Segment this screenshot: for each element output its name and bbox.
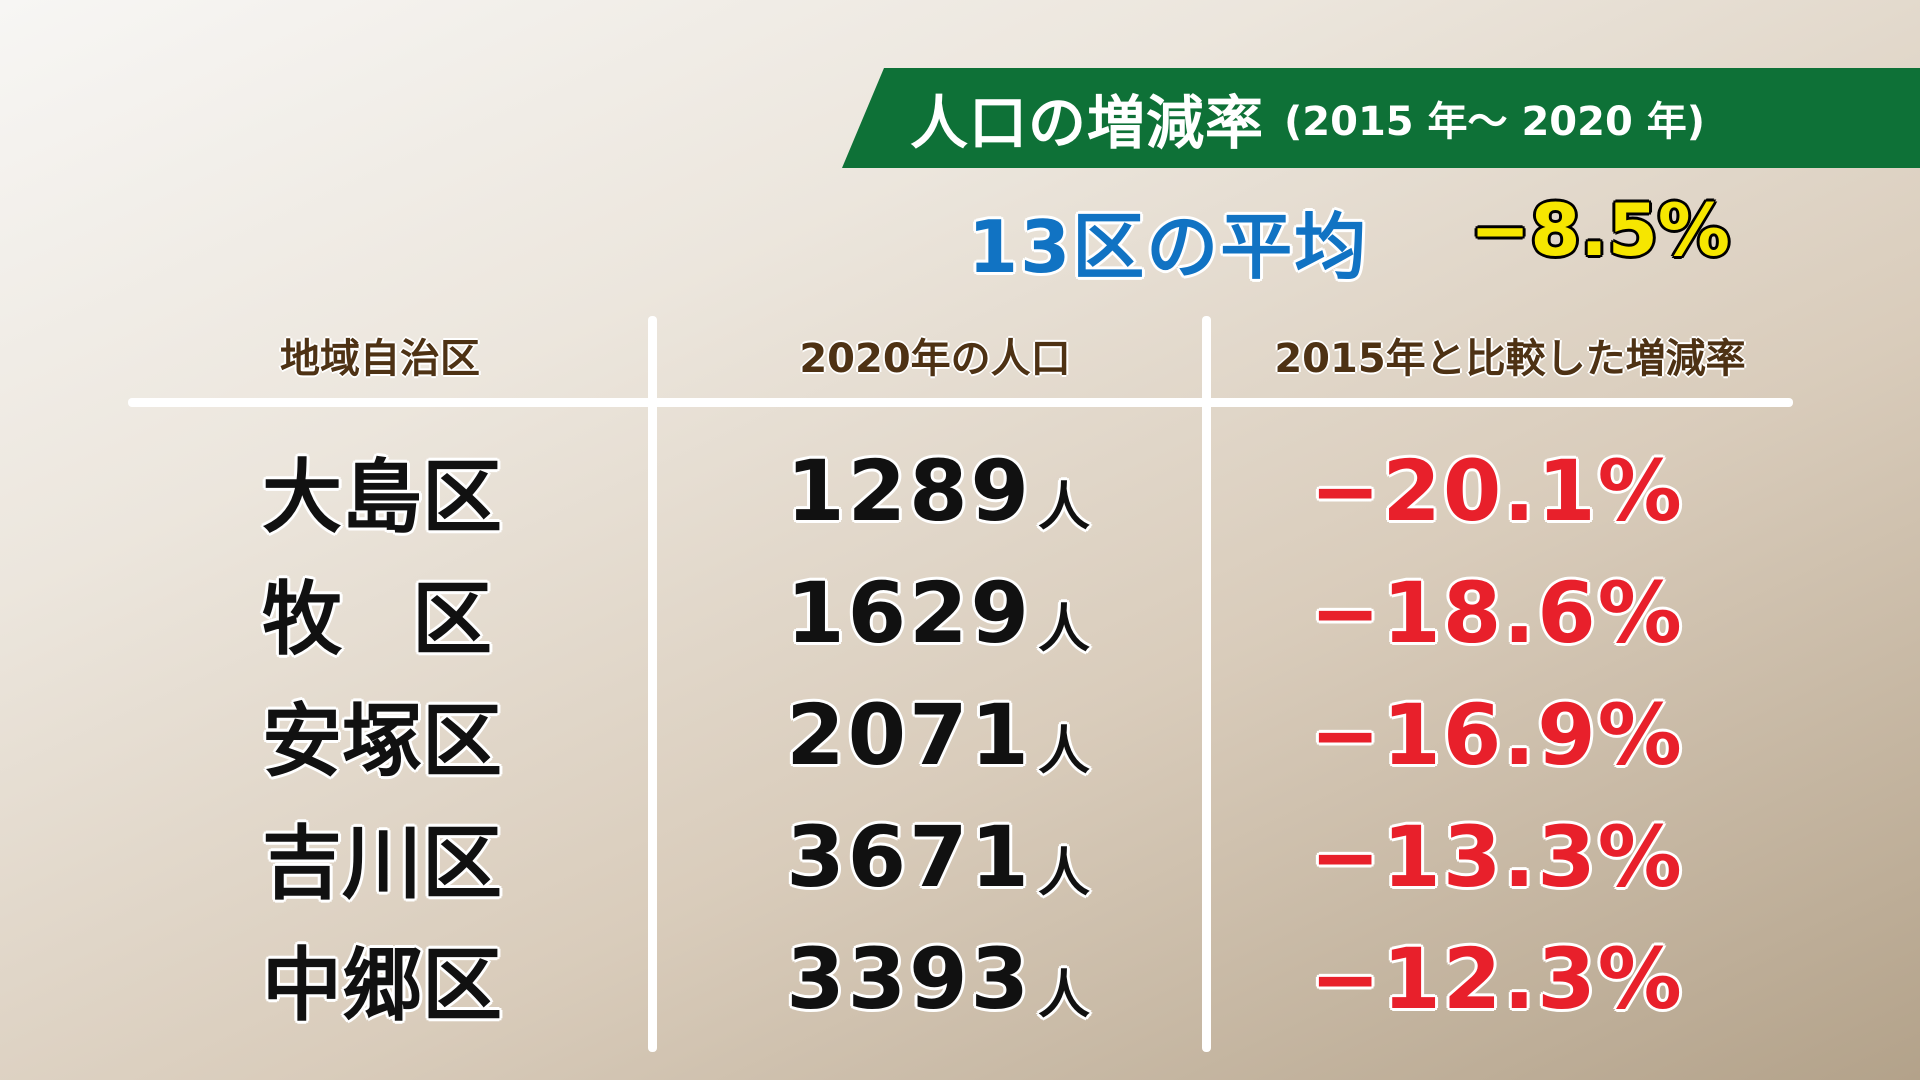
district-name: 中 郷 区 <box>262 939 502 1032</box>
table-row: 安 塚 区 2071 人 −16.9% <box>0 674 1920 796</box>
rate-value: −18.6% <box>1310 564 1684 662</box>
district-name: 吉 川 区 <box>262 817 502 910</box>
population-unit: 人 <box>1037 599 1090 660</box>
average-label: 13区の平均 <box>968 205 1369 289</box>
population-value: 1629 <box>786 564 1032 662</box>
district-name: 牧 区 <box>262 573 492 666</box>
table-row: 吉 川 区 3671 人 −13.3% <box>0 796 1920 918</box>
rate-value: −16.9% <box>1310 686 1684 784</box>
population-value: 3671 <box>786 808 1032 906</box>
rate-value: −20.1% <box>1310 442 1684 540</box>
title-period: (2015 年～ 2020 年) <box>1284 99 1706 145</box>
population-unit: 人 <box>1037 965 1090 1026</box>
average-value: −8.5% <box>1470 188 1731 272</box>
district-name: 大 島 区 <box>262 451 502 544</box>
population-value: 1289 <box>786 442 1032 540</box>
title-banner <box>842 68 1920 168</box>
header-divider <box>128 398 1793 407</box>
title-main: 人口の増減率 <box>910 89 1265 157</box>
header-district: 地域自治区 <box>280 336 480 382</box>
column-divider-1 <box>648 316 657 1052</box>
population-value: 2071 <box>786 686 1032 784</box>
population-value: 3393 <box>786 930 1032 1028</box>
population-cell: 3671 人 <box>760 796 1090 918</box>
header-rate: 2015年と比較した増減率 <box>1274 336 1746 382</box>
population-unit: 人 <box>1037 843 1090 904</box>
population-cell: 2071 人 <box>760 674 1090 796</box>
population-unit: 人 <box>1037 721 1090 782</box>
district-name: 安 塚 区 <box>262 695 502 788</box>
column-divider-2 <box>1202 316 1211 1052</box>
rate-value: −12.3% <box>1310 930 1684 1028</box>
rate-value: −13.3% <box>1310 808 1684 906</box>
population-cell: 1289 人 <box>760 430 1090 552</box>
header-population: 2020年の人口 <box>799 336 1071 382</box>
population-cell: 3393 人 <box>760 918 1090 1040</box>
table-body: 大 島 区 1289 人 −20.1% 牧 区 1629 人 −18.6% 安 … <box>0 430 1920 1040</box>
table-row: 中 郷 区 3393 人 −12.3% <box>0 918 1920 1040</box>
population-unit: 人 <box>1037 477 1090 538</box>
table-row: 牧 区 1629 人 −18.6% <box>0 552 1920 674</box>
title: 人口の増減率 (2015 年～ 2020 年) <box>910 68 1705 168</box>
table-row: 大 島 区 1289 人 −20.1% <box>0 430 1920 552</box>
population-cell: 1629 人 <box>760 552 1090 674</box>
